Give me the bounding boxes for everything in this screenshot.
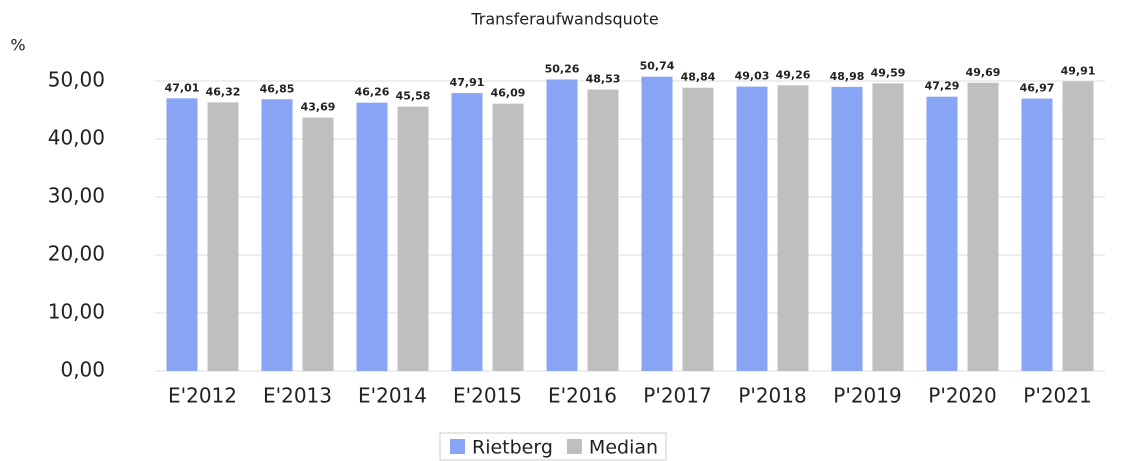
- data-label: 46,97: [1020, 82, 1055, 95]
- data-label: 49,59: [871, 66, 906, 79]
- data-label: 48,84: [681, 71, 716, 84]
- data-label: 46,26: [355, 86, 390, 99]
- y-tick-label: 40,00: [48, 126, 105, 150]
- x-tick-label: P'2018: [738, 384, 806, 408]
- data-label: 49,26: [776, 68, 811, 81]
- bar: [926, 96, 958, 371]
- data-label: 49,69: [966, 66, 1001, 79]
- bar: [1062, 81, 1094, 371]
- data-label: 46,85: [260, 82, 295, 95]
- bar: [682, 87, 714, 371]
- data-label: 50,26: [545, 62, 580, 75]
- x-tick-label: E'2014: [358, 384, 427, 408]
- bar: [777, 85, 809, 372]
- bar: [166, 98, 198, 371]
- data-label: 47,91: [450, 76, 485, 89]
- legend-frame: [439, 432, 667, 461]
- y-tick-label: 50,00: [48, 68, 105, 92]
- x-tick-label: E'2013: [263, 384, 332, 408]
- data-label: 47,29: [925, 80, 960, 93]
- data-label: 46,09: [491, 87, 526, 100]
- x-tick-label: E'2012: [168, 384, 237, 408]
- x-tick-label: E'2016: [548, 384, 617, 408]
- bar: [546, 79, 578, 371]
- bar: [641, 76, 673, 371]
- bar: [356, 102, 388, 371]
- bar: [872, 83, 904, 372]
- y-tick-label: 30,00: [48, 184, 105, 208]
- data-label: 49,03: [735, 70, 770, 83]
- bar: [261, 99, 293, 372]
- y-axis-label: %: [10, 36, 25, 55]
- x-tick-label: P'2020: [928, 384, 996, 408]
- data-label: 46,32: [206, 85, 241, 98]
- x-tick-label: P'2019: [833, 384, 901, 408]
- data-label: 48,53: [586, 73, 621, 86]
- bar: [831, 86, 863, 371]
- data-label: 43,69: [301, 101, 336, 114]
- legend-swatch: [566, 439, 582, 454]
- bar: [967, 82, 999, 371]
- bar: [736, 86, 768, 371]
- bar: [1021, 98, 1053, 371]
- chart-title: Transferaufwandsquote: [470, 10, 658, 29]
- bar: [302, 117, 334, 372]
- legend-label: Rietberg: [472, 437, 553, 459]
- bar: [587, 89, 619, 371]
- data-label: 48,98: [830, 70, 865, 83]
- y-tick-label: 10,00: [48, 300, 105, 324]
- bar: [207, 102, 239, 372]
- legend-swatch: [450, 439, 465, 454]
- y-tick-label: 0,00: [60, 358, 105, 382]
- data-label: 45,58: [396, 90, 431, 103]
- x-tick-label: P'2021: [1023, 384, 1091, 408]
- x-tick-label: E'2015: [453, 384, 522, 408]
- data-label: 47,01: [165, 81, 200, 94]
- bar: [492, 103, 524, 371]
- bar: [451, 93, 483, 371]
- legend-label: Median: [589, 437, 658, 459]
- x-tick-label: P'2017: [643, 384, 711, 408]
- data-label: 50,74: [640, 60, 675, 73]
- data-label: 49,91: [1061, 65, 1096, 78]
- y-tick-label: 20,00: [48, 242, 105, 266]
- bar: [397, 106, 429, 372]
